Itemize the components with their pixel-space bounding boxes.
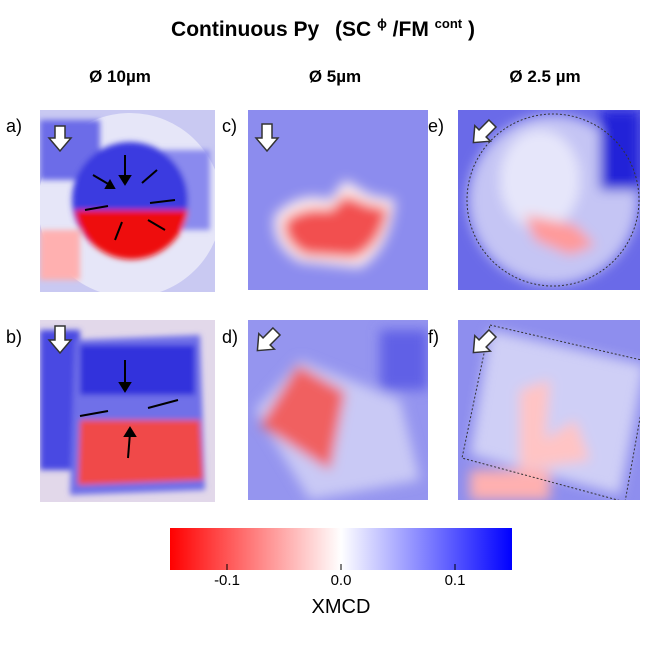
title-sup: cont	[435, 16, 463, 31]
title-open: (SC	[335, 18, 371, 41]
title-mid: /FM	[393, 18, 429, 41]
xmcd-image	[248, 110, 428, 290]
column-header: Ø 10µm	[89, 67, 151, 86]
panel-label: c)	[222, 116, 237, 136]
title: Continuous Py (SC ϕ /FM cont )	[171, 10, 475, 41]
panel-label: d)	[222, 327, 238, 347]
colorbar-tick-label: -0.1	[214, 572, 240, 589]
colorbar	[170, 528, 512, 570]
panel-label: a)	[6, 116, 22, 136]
colorbar-tick-label: 0.1	[445, 572, 466, 589]
column-header: Ø 2.5 µm	[509, 67, 580, 86]
domain-arrow	[79, 155, 179, 459]
title-main: Continuous Py	[171, 18, 319, 41]
xmcd-image	[40, 320, 215, 502]
panel-label: b)	[6, 327, 22, 347]
xmcd-image	[248, 320, 428, 500]
colorbar-tick-label: 0.0	[331, 572, 352, 589]
magnetization-arrow	[47, 118, 498, 355]
title-close: )	[468, 18, 475, 41]
xmcd-image	[40, 110, 215, 292]
title-sup: ϕ	[377, 16, 387, 31]
colorbar-label: XMCD	[312, 596, 371, 618]
panel-label: f)	[428, 327, 439, 347]
column-header: Ø 5µm	[309, 67, 361, 86]
panel-label: e)	[428, 116, 444, 136]
